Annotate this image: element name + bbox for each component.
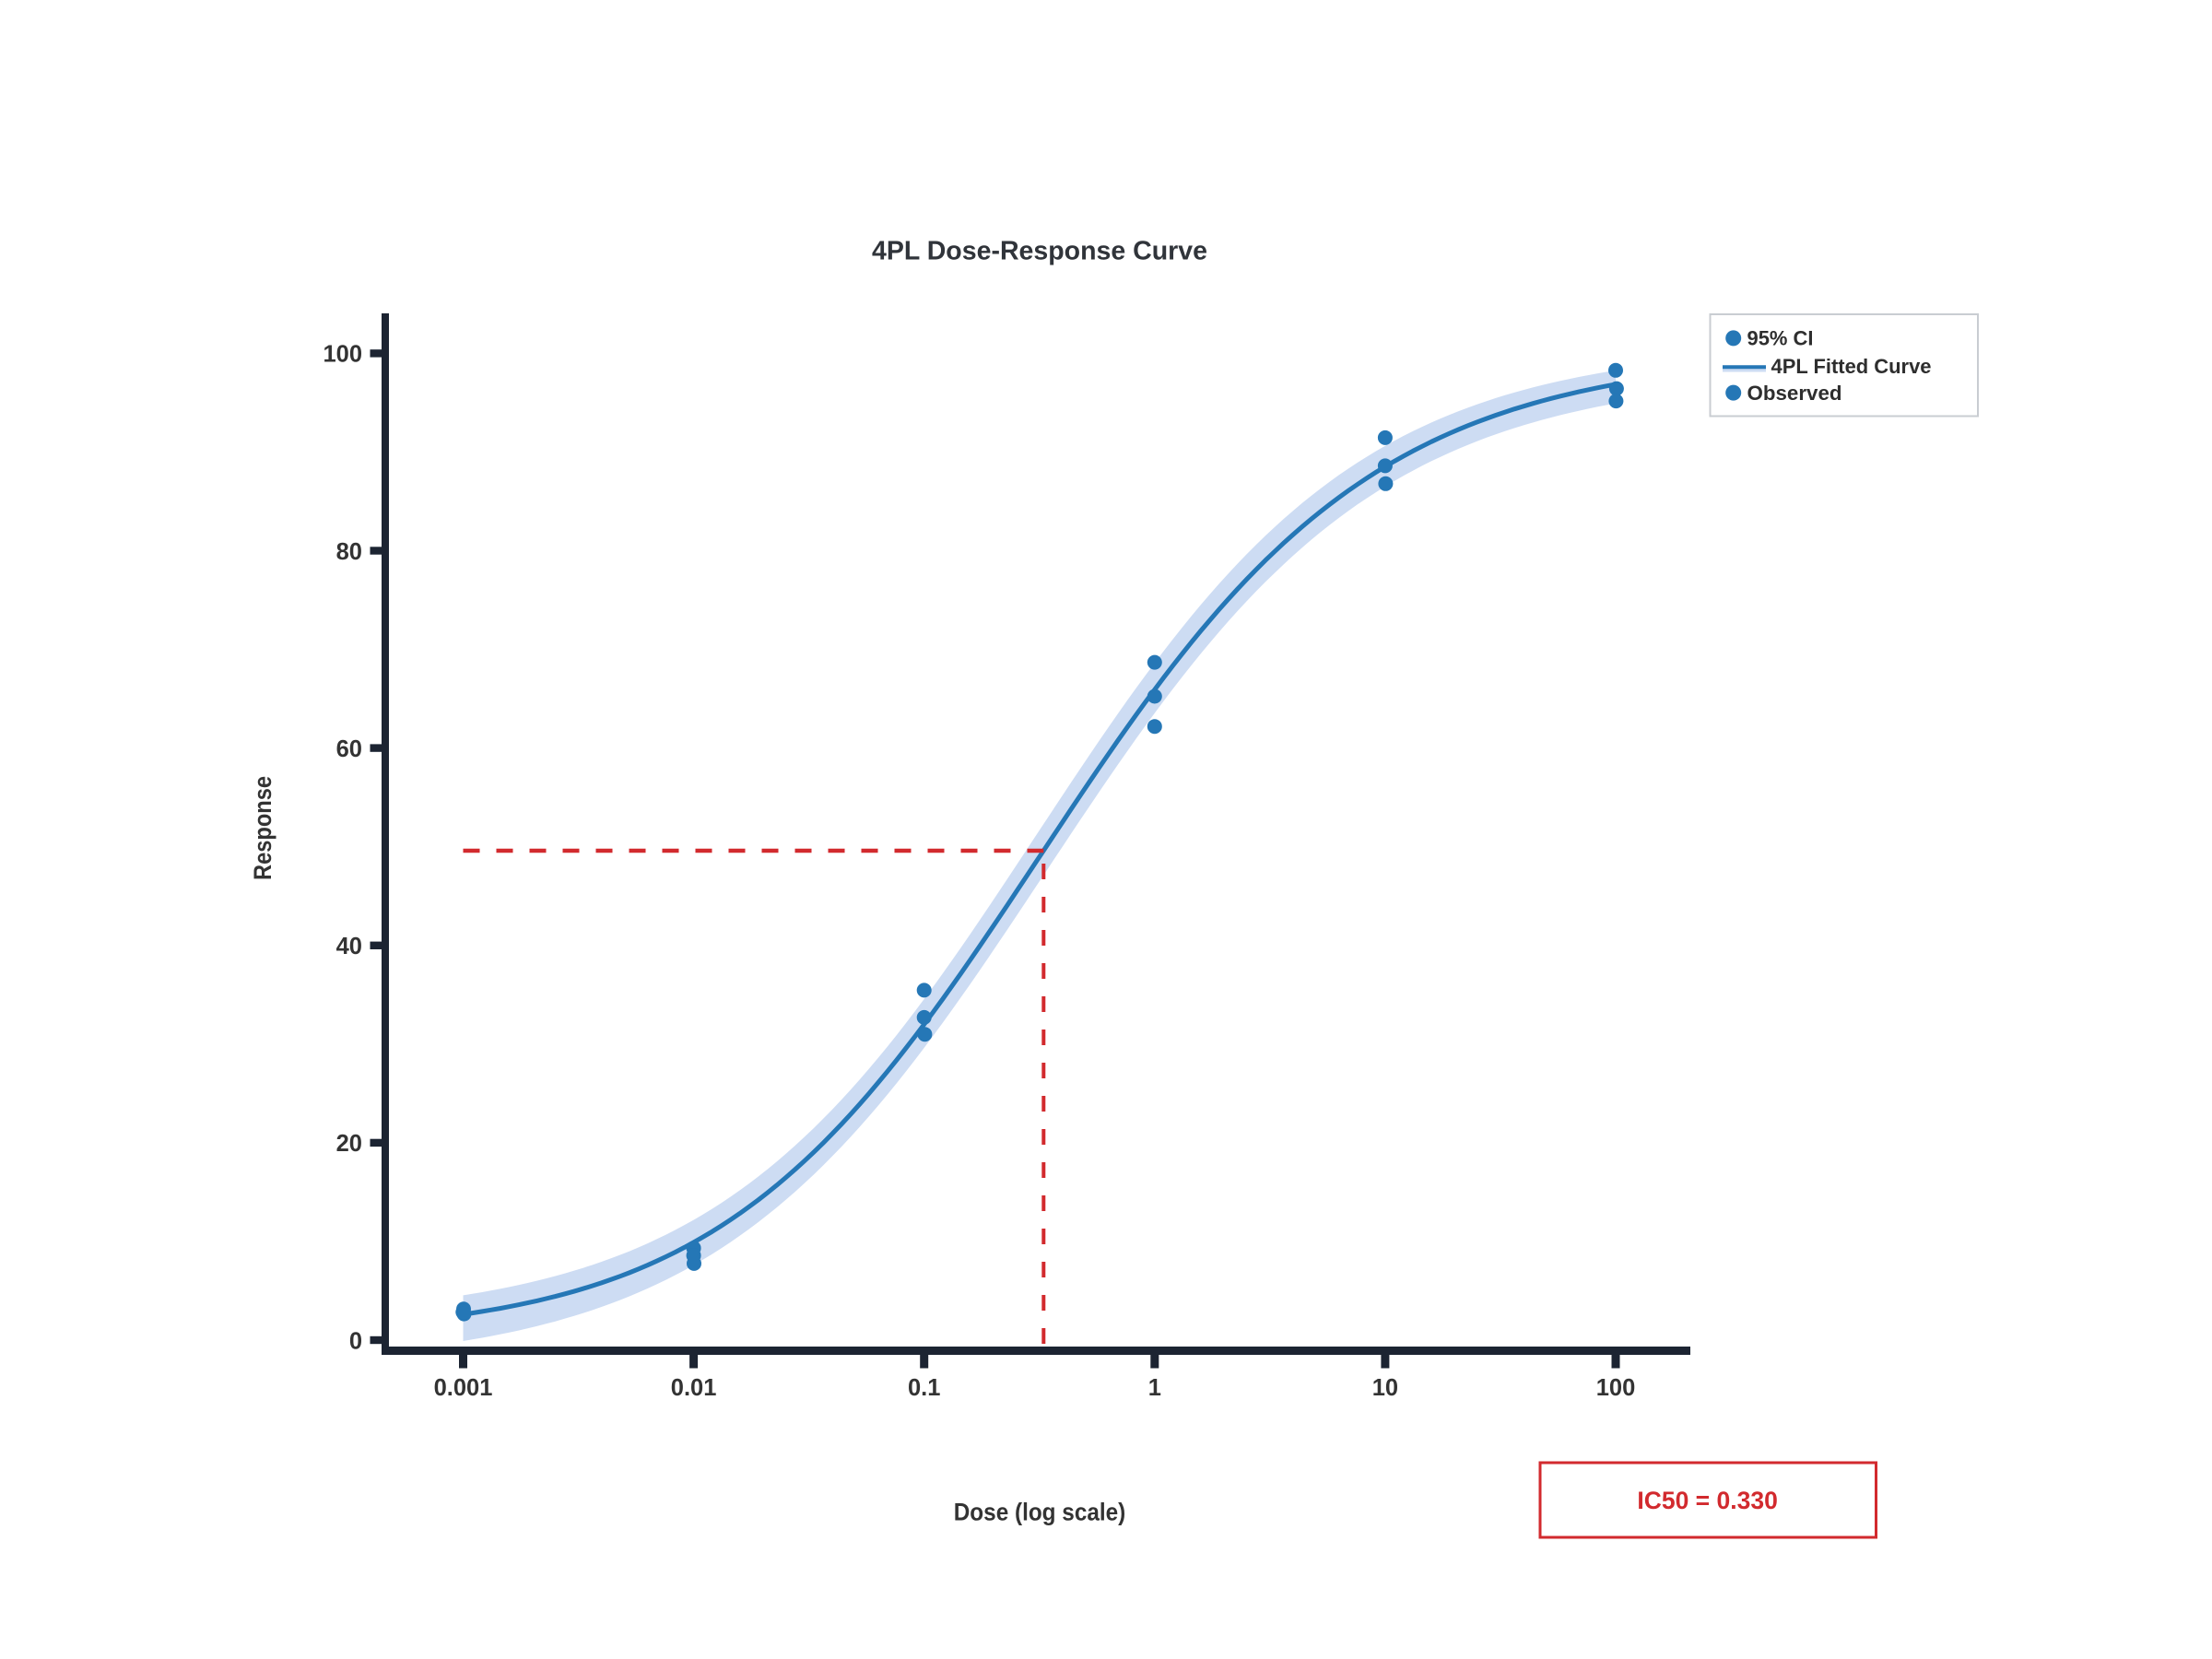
svg-text:0.1: 0.1 [908,1375,940,1401]
svg-text:0.001: 0.001 [434,1375,493,1401]
svg-text:10: 10 [1372,1375,1398,1401]
svg-text:4PL Dose-Response Curve: 4PL Dose-Response Curve [872,236,1207,265]
svg-text:40: 40 [336,934,362,959]
svg-text:80: 80 [336,539,362,565]
svg-text:4PL Fitted Curve: 4PL Fitted Curve [1771,355,1932,378]
svg-text:100: 100 [1596,1375,1636,1401]
svg-text:Observed: Observed [1747,382,1842,405]
svg-text:0.01: 0.01 [671,1375,717,1401]
svg-text:0: 0 [349,1328,362,1354]
svg-text:95% CI: 95% CI [1747,327,1814,350]
svg-text:100: 100 [323,342,362,368]
svg-text:60: 60 [336,736,362,762]
svg-text:IC50 = 0.330: IC50 = 0.330 [1637,1487,1778,1514]
svg-text:1: 1 [1148,1375,1161,1401]
svg-text:20: 20 [336,1131,362,1157]
svg-text:Response: Response [249,776,276,880]
svg-text:Dose (log scale): Dose (log scale) [954,1499,1126,1526]
